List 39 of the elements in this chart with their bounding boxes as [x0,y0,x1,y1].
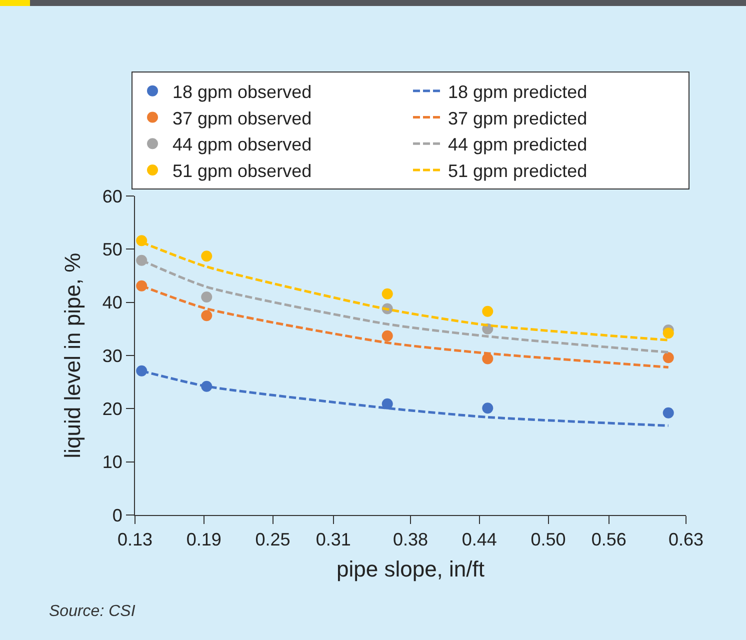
point [482,353,494,364]
legend-label: 51 gpm observed [172,161,312,182]
x-tick-label: 0.44 [462,530,497,550]
point [482,306,494,317]
point [382,398,393,410]
y-tick-label: 10 [102,452,122,472]
legend-label: 37 gpm predicted [448,108,588,128]
point [662,407,674,418]
point [201,292,212,303]
point [482,402,494,414]
legend-label: 44 gpm predicted [448,134,588,155]
x-tick-label: 0.38 [392,530,428,550]
y-axis-title: liquid level in pipe, % [60,252,86,458]
x-tick-label: 0.19 [186,530,222,550]
y-tick-label: 40 [102,292,122,313]
legend-label: 44 gpm observed [172,134,312,155]
y-tick-label: 60 [102,186,122,206]
legend-label: 37 gpm observed [172,108,312,128]
legend-label: 51 gpm predicted [448,161,588,182]
point [662,352,674,364]
x-tick-label: 0.63 [668,530,704,550]
x-tick-label: 0.31 [316,530,351,550]
legend-label: 18 gpm observed [172,82,312,102]
x-tick-label: 0.13 [117,530,153,550]
point [201,310,212,322]
y-tick-label: 50 [102,239,122,260]
y-tick-label: 20 [102,398,122,419]
x-tick-label: 0.25 [255,530,290,550]
legend-label: 18 gpm predicted [448,82,588,102]
y-tick-label: 30 [102,346,122,366]
x-tick-label: 0.50 [530,530,566,550]
y-tick-label: 0 [112,505,122,526]
point [201,250,212,262]
x-axis-title: pipe slope, in/ft [336,556,484,582]
point [382,330,393,342]
x-tick-label: 0.56 [591,530,626,550]
source-note: Source: CSI [49,603,136,620]
point [382,288,393,300]
point [662,328,674,339]
